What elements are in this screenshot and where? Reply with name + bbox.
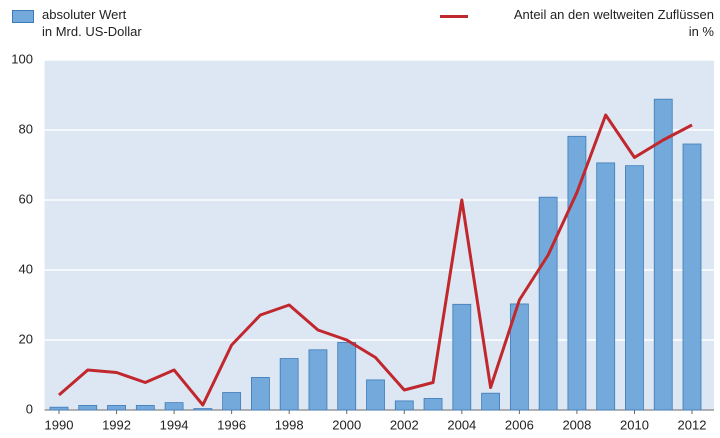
legend-label: Anteil an den weltweiten Zuflüssen in % [513, 7, 714, 39]
bar [164, 402, 184, 411]
y-tick-label: 100 [11, 51, 33, 66]
x-tick-label: 1996 [217, 417, 246, 432]
x-tick-label: 2010 [620, 417, 649, 432]
bar [538, 196, 558, 411]
legend-swatch-bar [12, 10, 34, 23]
x-tick-label: 1994 [160, 417, 189, 432]
bar [308, 349, 328, 411]
bar [222, 392, 242, 411]
x-tick-label: 1990 [45, 417, 74, 432]
x-tick-label: 2002 [390, 417, 419, 432]
bar [394, 400, 414, 411]
bar [682, 143, 702, 411]
x-tick-label: 2000 [332, 417, 361, 432]
bar [366, 379, 385, 411]
line [58, 113, 693, 407]
bar [337, 342, 357, 411]
legend-label: absoluter Wert in Mrd. US-Dollar [42, 7, 142, 39]
bar [481, 392, 500, 411]
y-tick-label: 40 [19, 261, 33, 276]
bar [78, 405, 98, 411]
bar [625, 165, 644, 411]
bar [135, 405, 155, 411]
legend-swatch-line [440, 15, 468, 18]
y-tick-label: 80 [19, 121, 33, 136]
y-tick-label: 60 [19, 191, 33, 206]
bar [251, 377, 270, 411]
x-tick-label: 2004 [447, 417, 476, 432]
x-tick-label: 2008 [562, 417, 591, 432]
bar [596, 162, 616, 411]
bar [107, 405, 126, 411]
y-tick-label: 20 [19, 331, 33, 346]
bar [49, 406, 69, 411]
bar [423, 398, 443, 411]
bar [452, 303, 472, 411]
y-tick-label: 0 [26, 401, 33, 416]
bar [193, 408, 213, 411]
x-tick-label: 2012 [678, 417, 707, 432]
bar [653, 98, 673, 411]
bar [279, 358, 299, 411]
x-tick-label: 1998 [275, 417, 304, 432]
x-tick-label: 2006 [505, 417, 534, 432]
x-tick-label: 1992 [102, 417, 131, 432]
